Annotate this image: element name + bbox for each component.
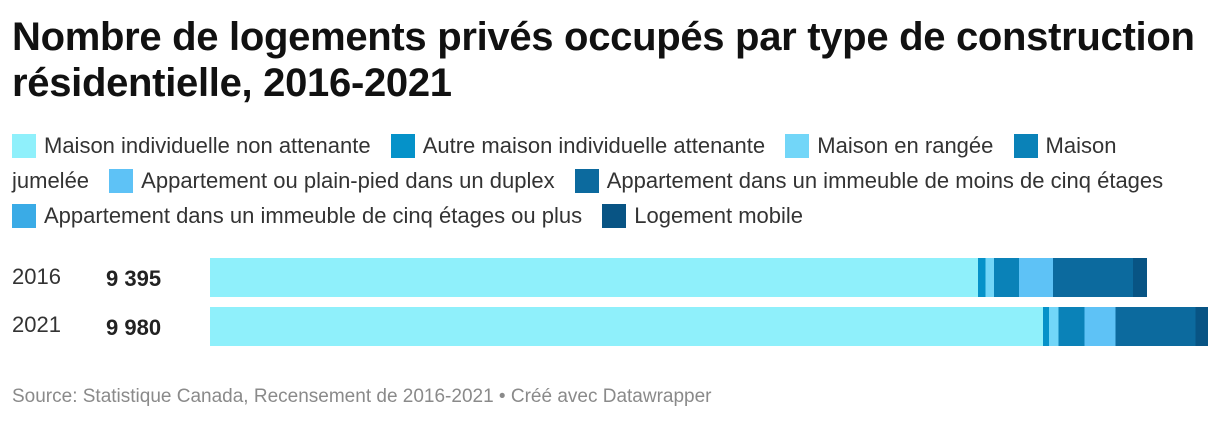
bar-segment-2016	[985, 258, 994, 297]
bar-segment-2021	[210, 307, 1043, 346]
legend-label: Maison jumelée	[12, 133, 1117, 193]
bar-segment-2021	[1195, 307, 1208, 346]
legend-item: Maison en rangée	[785, 133, 993, 158]
legend-swatch	[602, 204, 627, 228]
legend-item: Logement mobile	[602, 203, 803, 228]
legend-item: Appartement dans un immeuble de moins de…	[574, 168, 1164, 193]
legend-swatch	[109, 169, 134, 193]
legend-swatch	[574, 169, 599, 193]
legend-item: Autre maison individuelle attenante	[390, 133, 766, 158]
bar-segment-2016	[1053, 258, 1133, 297]
bar-segment-2021	[1058, 307, 1085, 346]
legend-label: Appartement dans un immeuble de moins de…	[606, 168, 1164, 193]
legend-swatch	[12, 204, 36, 228]
bar-segment-2021	[1115, 307, 1196, 346]
row-total-2016: 9 395	[106, 266, 162, 291]
legend-label: Maison en rangée	[817, 133, 994, 158]
bar-segment-2021	[1043, 307, 1049, 346]
legend-swatch	[785, 134, 810, 158]
bar-segment-2016	[1133, 258, 1147, 297]
legend-item: Maison individuelle non attenante	[12, 133, 371, 158]
legend-swatch	[1013, 134, 1038, 158]
legend-swatch	[390, 134, 415, 158]
legend-item: Appartement ou plain-pied dans un duplex	[109, 168, 555, 193]
bar-segment-2021	[1049, 307, 1059, 346]
bar-segment-2016	[210, 258, 978, 297]
bar-segment-2021	[1084, 307, 1116, 346]
legend-label: Appartement ou plain-pied dans un duplex	[141, 168, 555, 193]
legend-label: Appartement dans un immeuble de cinq éta…	[44, 203, 583, 228]
legend-swatch	[12, 134, 36, 158]
row-label-2016: 2016	[12, 264, 61, 289]
row-total-2021: 9 980	[106, 315, 162, 340]
chart-legend: Maison individuelle non attenante Autre …	[12, 128, 1212, 233]
legend-label: Logement mobile	[634, 203, 804, 228]
source-note: Source: Statistique Canada, Recensement …	[12, 386, 712, 407]
chart-title: Nombre de logements privés occupés par t…	[12, 15, 1195, 105]
bar-segment-2016	[994, 258, 1019, 297]
bar-segment-2016	[978, 258, 986, 297]
legend-item: Appartement dans un immeuble de cinq éta…	[12, 203, 582, 228]
legend-label: Autre maison individuelle attenante	[422, 133, 766, 158]
legend-label: Maison individuelle non attenante	[44, 133, 371, 158]
bar-segment-2016	[1019, 258, 1053, 297]
row-label-2021: 2021	[12, 312, 61, 337]
legend-item: Maison jumelée	[12, 133, 1116, 193]
